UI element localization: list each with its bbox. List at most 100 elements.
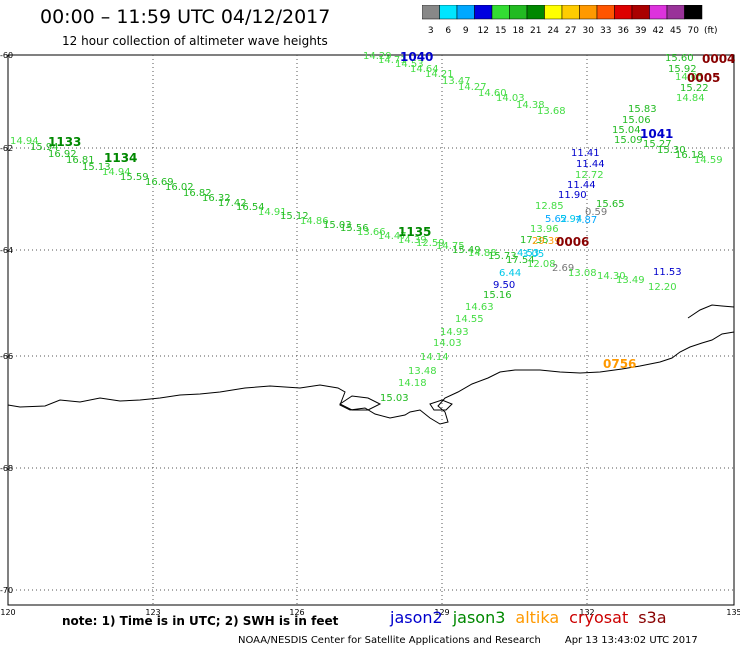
swh-reading: 11.44	[576, 159, 605, 170]
swh-colorbar: 3 6 9 12 15 18 21 24 27 30 33 36 39 42 45 70 (ft)	[422, 5, 718, 36]
swh-reading: 14.14	[420, 352, 449, 363]
swh-reading: 14.63	[465, 302, 494, 313]
swh-reading: 14.47	[378, 231, 407, 242]
swh-reading: 14.29	[363, 51, 392, 62]
swh-reading: 15.60	[665, 53, 694, 64]
swh-reading: 14.18	[398, 378, 427, 389]
swh-reading: 14.05	[675, 72, 704, 83]
swh-reading: 14.30	[597, 271, 626, 282]
swh-reading: 14.59	[694, 155, 723, 166]
swh-reading: 12.85	[535, 201, 564, 212]
swh-reading: 14.64	[410, 64, 439, 75]
swh-reading: 16.02	[165, 182, 194, 193]
swh-reading: 12.20	[648, 282, 677, 293]
swh-reading: 14.94	[10, 136, 39, 147]
swh-reading: 14.21	[425, 69, 454, 80]
swh-reading: 13.66	[357, 227, 386, 238]
colorbar-level: 36	[618, 26, 630, 36]
swh-reading: 15.12	[280, 211, 309, 222]
antarctic-coastline	[7, 331, 735, 425]
axis-ticks: 120 123 126 129 132 135 -60 -62 -64 -66 -68 -70	[0, 51, 740, 617]
swh-reading: 16.32	[202, 193, 231, 204]
footer-timestamp: Apr 13 13:43:02 UTC 2017	[564, 635, 698, 646]
pass-id-label: 1135	[398, 225, 431, 239]
colorbar-level: 45	[670, 26, 681, 36]
swh-reading: 13.68	[537, 106, 566, 117]
lat-tick: -60	[0, 51, 13, 60]
swh-reading: 14.84	[676, 93, 705, 104]
pass-id-label: 1041	[640, 127, 673, 141]
swh-reading: 15.30	[657, 145, 686, 156]
colorbar-level: 33	[600, 26, 611, 36]
swh-reading: 17.54	[506, 255, 535, 266]
swh-reading: 11.41	[571, 148, 600, 159]
swh-reading: 15.22	[680, 83, 709, 94]
lat-tick: -62	[0, 144, 13, 153]
swh-reading: 2.69	[552, 263, 574, 274]
swh-reading: 14.60	[478, 88, 507, 99]
coast-island-a	[687, 304, 735, 319]
swh-reading: 14.03	[496, 93, 525, 104]
lon-tick: 120	[0, 608, 15, 617]
pass-id-label: 0005	[687, 71, 720, 85]
swh-reading: 15.56	[340, 223, 369, 234]
swh-reading: 6.44	[499, 268, 521, 279]
swh-reading: 15.16	[483, 290, 512, 301]
wave-height-labels: 14.2914.7114.5314.6414.2113.4714.2714.60…	[10, 51, 723, 404]
graticule	[8, 55, 734, 605]
satellite-legend: jason2 jason3 altika cryosat s3a	[390, 608, 677, 627]
map-subtitle: 12 hour collection of altimeter wave hei…	[62, 34, 328, 48]
note-text: note: 1) Time is in UTC; 2) SWH is in fe…	[62, 614, 339, 628]
legend-s3a: s3a	[638, 608, 667, 627]
swh-reading: 15.83	[628, 104, 657, 115]
swh-reading: 14.39	[398, 235, 427, 246]
swh-reading: 14.93	[440, 327, 469, 338]
map-frame	[7, 54, 735, 606]
swh-reading: 16.54	[236, 202, 265, 213]
swh-reading: 13.48	[408, 366, 437, 377]
swh-reading: 14.88	[468, 248, 497, 259]
swh-reading: 15.03	[380, 393, 409, 404]
lon-tick: 126	[289, 608, 304, 617]
colorbar-unit: (ft)	[704, 26, 718, 36]
swh-reading: 16.81	[66, 155, 95, 166]
swh-reading: 5.62	[545, 214, 567, 225]
swh-reading: 9.50	[493, 280, 515, 291]
swh-reading: 14.03	[433, 338, 462, 349]
swh-reading: 14.75	[436, 241, 465, 252]
swh-reading: 14.71	[378, 55, 407, 66]
swh-reading: 15.65	[596, 199, 625, 210]
colorbar-level: 18	[513, 26, 525, 36]
swh-reading: 17.42	[218, 198, 247, 209]
swh-reading: 15.92	[668, 64, 697, 75]
colorbar-level: 21	[530, 26, 541, 36]
map-title: 00:00 – 11:59 UTC 04/12/2017	[40, 6, 331, 28]
swh-reading: 3.05	[522, 249, 544, 260]
swh-reading: 15.27	[643, 139, 672, 150]
swh-reading: 5.94	[560, 214, 582, 225]
swh-reading: 11.44	[567, 180, 596, 191]
swh-reading: 0.59	[585, 207, 607, 218]
colorbar-level: 42	[653, 26, 664, 36]
swh-reading: 14.55	[455, 314, 484, 325]
legend-jason2: jason2	[390, 608, 443, 627]
legend-cryosat: cryosat	[569, 608, 629, 627]
swh-reading: 4.53	[517, 248, 539, 259]
lon-tick: 135	[726, 608, 740, 617]
swh-reading: 16.18	[675, 150, 704, 161]
lat-tick: -70	[0, 586, 13, 595]
swh-reading: 16.69	[145, 177, 174, 188]
pass-id-label: 0004	[702, 52, 735, 66]
colorbar-level: 27	[565, 26, 576, 36]
pass-id-label: 1040	[400, 50, 433, 64]
pass-id-label: 1133	[48, 135, 81, 149]
swh-reading: 15.73	[488, 251, 517, 262]
swh-reading: 15.94	[30, 142, 59, 153]
colorbar-level: 3	[428, 26, 434, 36]
pass-id-label: 0006	[556, 235, 589, 249]
swh-reading: 16.82	[183, 188, 212, 199]
swh-reading: 14.91	[258, 207, 287, 218]
legend-altika: altika	[515, 608, 560, 627]
lon-tick: 123	[145, 608, 160, 617]
